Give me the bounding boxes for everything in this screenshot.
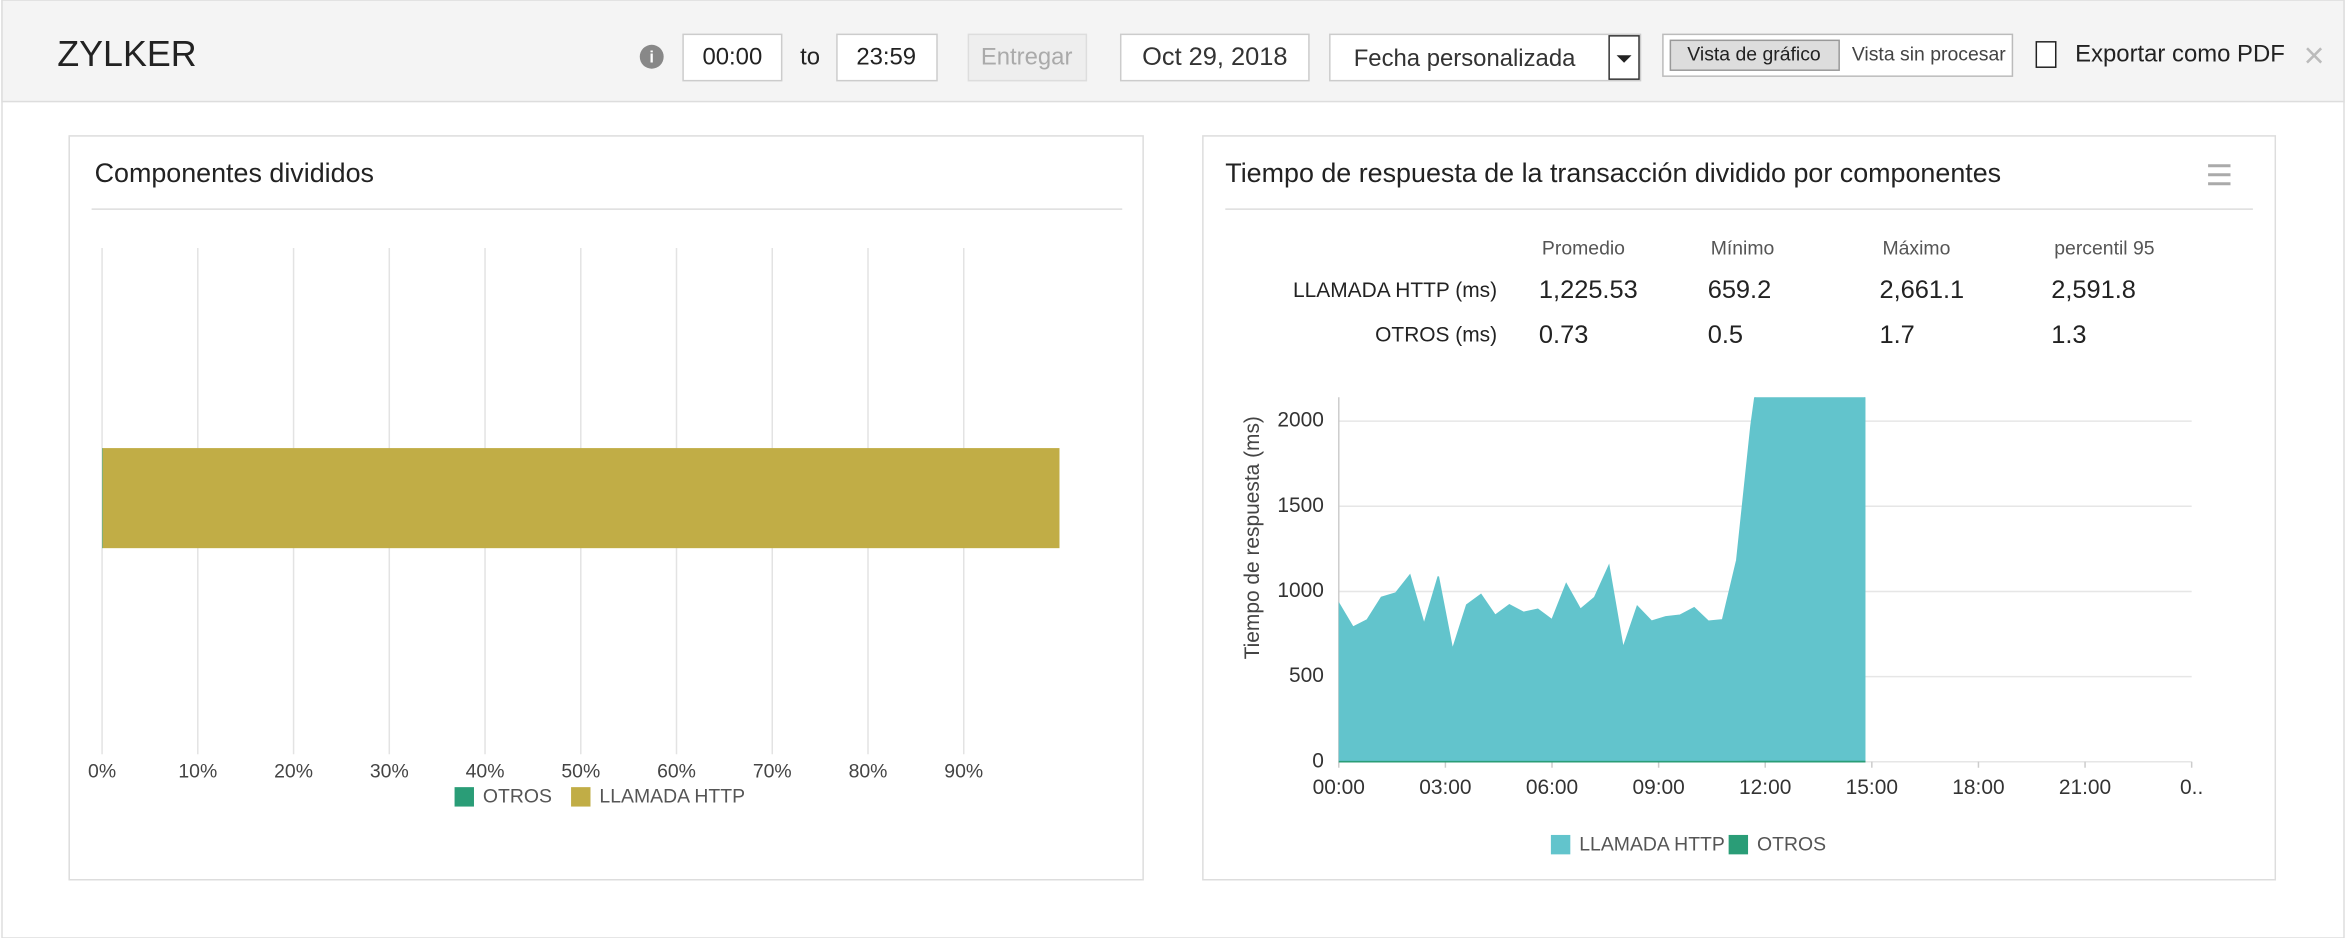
x-tick-label: 70% (753, 760, 792, 782)
cell: 2,591.8 (2051, 276, 2136, 304)
y-tick-label: 1000 (1277, 579, 1324, 602)
y-tick-label: 1500 (1277, 494, 1324, 517)
legend-swatch (571, 787, 591, 807)
cell: 1.3 (2051, 321, 2086, 349)
x-tick-label: 09:00 (1632, 776, 1684, 799)
time-input[interactable] (682, 33, 783, 82)
range: Fecha personalizada (1354, 45, 1576, 72)
range-select[interactable] (1329, 33, 1642, 82)
date: Oct 29, 2018 (1142, 43, 1287, 71)
dropdown-arrow (1616, 55, 1632, 63)
x-tick-label: 18:00 (1952, 776, 2004, 799)
area (1338, 397, 1866, 763)
x-tick-label: 50% (561, 760, 600, 782)
x-tick-label: 10% (178, 760, 217, 782)
legend-label: OTROS (483, 786, 552, 808)
column-header: Mínimo (1711, 238, 1775, 260)
x-tick-label: 30% (370, 760, 409, 782)
y-tick-label: 0 (1312, 749, 1324, 772)
pdf-icon[interactable] (2035, 41, 2057, 68)
x-tick-label: 90% (944, 760, 983, 782)
to-label: to (800, 44, 820, 71)
time-from: 00:00 (703, 44, 763, 71)
info-glyph: i (649, 49, 654, 67)
date-input[interactable] (1119, 33, 1310, 82)
y-axis-label: Tiempo de respuesta (ms) (1241, 416, 1264, 659)
cell: 2,661.1 (1879, 276, 1964, 304)
view-chart: Vista de gráfico (1687, 43, 1820, 65)
column-header: percentil 95 (2054, 238, 2154, 260)
x-tick-label: 21:00 (2059, 776, 2111, 799)
x-tick-label: 00:00 (1313, 776, 1365, 799)
time-to: 23:59 (856, 44, 916, 71)
info-icon[interactable] (639, 44, 664, 69)
y-tick-label: 2000 (1277, 409, 1324, 432)
x-tick-label: 20% (274, 760, 313, 782)
export[interactable]: Exportar como PDF (2075, 41, 2285, 68)
x-tick-label: 60% (657, 760, 696, 782)
legend-label: LLAMADA HTTP (599, 786, 745, 808)
bar-segment (102, 448, 103, 549)
view-chart-button[interactable] (1669, 39, 1840, 71)
y-tick-label: 500 (1289, 664, 1324, 687)
legend-label: OTROS (1757, 834, 1826, 856)
cell: 659.2 (1708, 276, 1772, 304)
menu-icon[interactable] (2208, 164, 2231, 186)
brand: ZYLKER (57, 34, 196, 74)
close-icon[interactable]: × (2304, 36, 2325, 76)
cell: 1.7 (1879, 321, 1914, 349)
panel-title: Componentes divididos (95, 158, 374, 188)
legend-swatch (454, 787, 474, 807)
bar-segment (102, 448, 1060, 549)
time-input[interactable] (836, 33, 938, 82)
x-tick-label: 03:00 (1419, 776, 1471, 799)
legend-label: LLAMADA HTTP (1579, 834, 1725, 856)
x-tick-label: 0.. (2180, 776, 2203, 799)
legend-swatch (1728, 834, 1749, 855)
x-tick-label: 15:00 (1846, 776, 1898, 799)
legend-swatch (1550, 834, 1571, 855)
x-tick-label: 0% (88, 760, 116, 782)
row-label: OTROS (ms) (1375, 324, 1497, 347)
cell: 1,225.53 (1539, 276, 1638, 304)
x-tick-label: 40% (466, 760, 505, 782)
column-header: Máximo (1882, 238, 1950, 260)
x-tick-label: 80% (849, 760, 888, 782)
x-tick-label: 12:00 (1739, 776, 1791, 799)
cell: 0.73 (1539, 321, 1588, 349)
plot-area (1338, 397, 1866, 763)
column-header: Promedio (1542, 238, 1625, 260)
view-raw[interactable]: Vista sin procesar (1852, 43, 2006, 65)
submit-label: Entregar (981, 44, 1073, 71)
row-label: LLAMADA HTTP (ms) (1293, 279, 1497, 302)
submit-button[interactable] (967, 33, 1088, 82)
cell: 0.5 (1708, 321, 1743, 349)
panel-title: Tiempo de respuesta de la transacción di… (1225, 158, 2001, 188)
x-tick-label: 06:00 (1526, 776, 1578, 799)
